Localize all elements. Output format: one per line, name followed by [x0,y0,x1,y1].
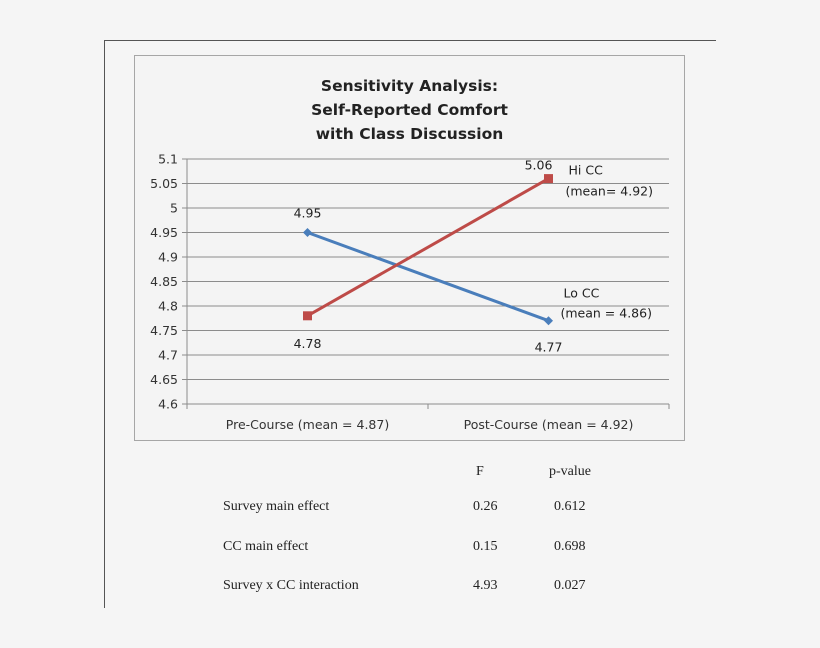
y-tick-label: 5.1 [158,152,178,167]
y-tick-label: 4.85 [150,274,178,289]
stats-row-f: 0.26 [473,499,498,514]
stats-row-effect: CC main effect [223,539,309,554]
data-value-label: 4.78 [294,336,322,351]
y-tick-label: 4.9 [158,250,178,265]
y-tick-label: 4.95 [150,225,178,240]
square-marker-icon [303,311,312,321]
data-value-label: 5.06 [525,158,553,173]
y-tick-label: 4.7 [158,348,178,363]
stats-row-p: 0.027 [554,578,586,593]
data-value-label: 4.95 [294,206,322,221]
chart-title-line-2: Self-Reported Comfort [311,101,508,119]
diamond-marker-icon [303,228,312,237]
stats-header-p: p-value [549,464,591,479]
stats-row-f: 0.15 [473,539,498,554]
frame-left-border [104,40,105,608]
y-tick-label: 4.6 [158,397,178,412]
frame-top-border [104,40,716,41]
data-series: 4.95 4.77 Lo CC (mean = 4.86) 4.78 5.06 Hi CC (… [294,158,653,355]
series-mean-label: (mean = 4.86) [561,306,652,321]
stats-row-effect: Survey x CC interaction [223,578,359,593]
stats-row-effect: Survey main effect [223,499,330,514]
y-tick-label: 5.05 [150,176,178,191]
chart-title-line-3: with Class Discussion [315,125,504,143]
x-category-label: Pre-Course (mean = 4.87) [226,417,389,432]
x-axis: Pre-Course (mean = 4.87) Post-Course (mea… [186,404,670,432]
y-tick-label: 4.75 [150,323,178,338]
y-axis-ticks: 5.1 5.05 5 4.95 4.9 4.85 4.8 4.75 4.7 4.65 4.6 [150,152,178,412]
chart-container [134,55,685,441]
x-category-label: Post-Course (mean = 4.92) [464,417,634,432]
stats-row-p: 0.612 [554,499,586,514]
diamond-marker-icon [544,316,553,326]
series-mean-label: (mean= 4.92) [566,184,653,199]
y-tick-label: 4.8 [158,299,178,314]
series-line-hi-cc [306,177,550,318]
stats-row-f: 4.93 [473,578,498,593]
series-label: Hi CC [569,163,604,178]
data-value-label: 4.77 [535,340,563,355]
series-label: Lo CC [564,286,600,301]
stats-row-p: 0.698 [554,539,586,554]
chart-title-line-1: Sensitivity Analysis: [320,77,499,95]
stats-header-f: F [476,464,484,479]
y-tick-label: 5 [170,201,178,216]
chart-title: Sensitivity Analysis: Self-Reported Comf… [134,74,685,146]
series-line-lo-cc [306,231,550,323]
square-marker-icon [544,174,553,184]
y-tick-label: 4.65 [150,372,178,387]
